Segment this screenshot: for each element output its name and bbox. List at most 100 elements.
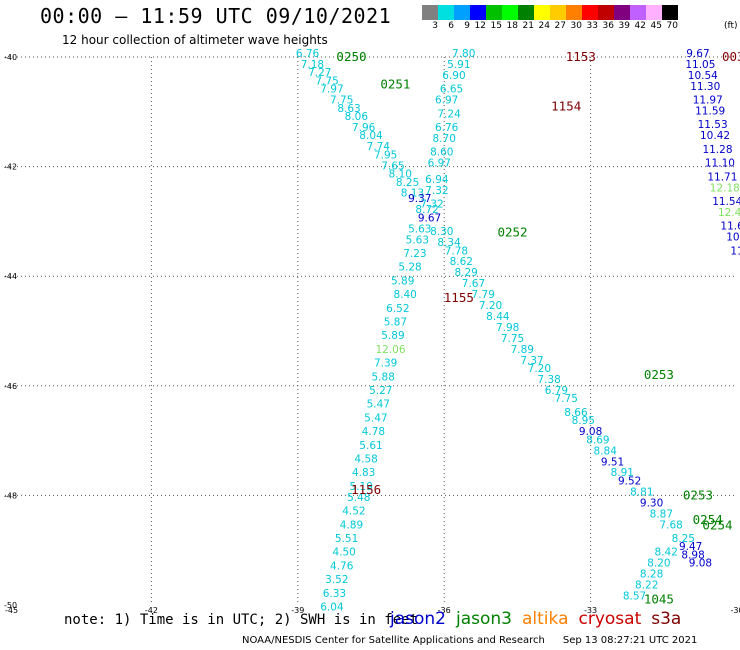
wave-height-value: 5.89 (381, 330, 404, 342)
time-label: 1154 (551, 98, 581, 113)
wave-height-value: 7.67 (462, 278, 485, 290)
wave-height-value: 5.89 (391, 275, 414, 287)
wave-height-value: 6.76 (296, 48, 320, 60)
satellite-name: altika (522, 609, 569, 629)
wave-height-value: 6.94 (425, 174, 449, 186)
wave-height-value: 7.75 (501, 333, 524, 345)
time-label: 1155 (444, 290, 474, 305)
legend-label: 45 (650, 21, 662, 31)
wave-height-value: 11.97 (693, 95, 723, 107)
legend-swatch (438, 5, 454, 20)
wave-height-value: 11.6 (720, 221, 740, 233)
wave-height-value: 5.63 (406, 234, 429, 246)
wave-height-value: 7.74 (367, 141, 391, 153)
footer-timestamp: Sep 13 08:27:21 UTC 2021 (562, 635, 698, 646)
wave-height-value: 7.89 (511, 344, 534, 356)
wave-height-value: 8.42 (655, 547, 678, 559)
legend-label: 21 (522, 21, 534, 31)
wave-height-value: 5.48 (347, 492, 370, 504)
wave-height-value: 6.97 (428, 158, 451, 170)
wave-height-value: 5.47 (364, 412, 387, 424)
wave-height-value: 9.52 (618, 475, 641, 487)
legend-label: 27 (554, 21, 566, 31)
wave-height-value: 10.54 (688, 70, 718, 82)
time-label: 0250 (336, 49, 366, 64)
wave-height-value: 7.32 (425, 185, 448, 197)
wave-height-value: 12.06 (375, 344, 405, 356)
time-label: 1156 (351, 482, 381, 497)
legend-label: 3 (432, 21, 438, 31)
x-tick-label: -39 (291, 606, 304, 615)
wave-height-value: 7.96 (352, 122, 376, 134)
wave-height-value: 11.30 (690, 81, 720, 93)
wave-height-value: 5.91 (447, 59, 470, 71)
legend-swatch (646, 5, 662, 20)
wave-height-value: 4.58 (354, 454, 377, 466)
wave-height-value: 9.08 (579, 426, 602, 438)
wave-height-value: 7.65 (381, 160, 404, 172)
wave-height-value: 8.25 (396, 177, 419, 189)
wave-height-value: 4.78 (362, 426, 385, 438)
wave-height-value: 4.52 (342, 506, 365, 518)
wave-height-value: 9.67 (418, 212, 441, 224)
wave-height-value: 9.30 (640, 497, 663, 509)
wave-height-value: 5.19 (350, 481, 373, 493)
legend-label: 24 (538, 21, 550, 31)
wave-height-value: 12.18 (710, 182, 740, 194)
wave-height-value: 10.42 (700, 130, 730, 142)
wave-height-value: 9.08 (689, 558, 712, 570)
wave-height-value: 7.20 (528, 363, 551, 375)
legend-swatch (534, 5, 550, 20)
y-tick-label: -42 (4, 163, 17, 172)
time-label: 1153 (566, 49, 596, 64)
wave-height-value: 7.20 (479, 300, 502, 312)
legend-swatch (630, 5, 646, 20)
legend-swatch (486, 5, 502, 20)
legend-label: 15 (490, 21, 502, 31)
wave-height-value: 9.47 (679, 541, 702, 553)
wave-height-value: 8.72 (415, 204, 438, 216)
y-tick-label: -50 (4, 601, 17, 610)
time-label: 0252 (497, 224, 527, 239)
time-label: 1045 (644, 592, 674, 607)
y-tick-label: -44 (4, 272, 17, 281)
x-tick-label: -42 (145, 606, 158, 615)
wave-height-value: 7.75 (555, 393, 578, 405)
wave-height-value: 8.06 (345, 111, 369, 123)
wave-height-value: 6.90 (442, 70, 465, 82)
legend-swatch (566, 5, 582, 20)
wave-height-value: 7.24 (437, 108, 461, 120)
legend-label: 9 (464, 21, 470, 31)
wave-height-value: 5.28 (398, 262, 421, 274)
satellite-name: jason3 (456, 609, 512, 629)
wave-height-value: 7.27 (308, 67, 331, 79)
wave-height-value: 7.80 (452, 48, 475, 60)
legend-swatch (598, 5, 614, 20)
time-label: 0254 (693, 512, 723, 527)
legend-swatch (454, 5, 470, 20)
satellite-name: jason2 (390, 609, 446, 629)
wave-height-value: 11.10 (705, 158, 735, 170)
wave-height-value: 8.40 (393, 289, 416, 301)
wave-height-value: 4.83 (352, 467, 375, 479)
legend-label: 33 (586, 21, 598, 31)
wave-height-value: 6.65 (440, 84, 463, 96)
wave-height-value: 8.28 (640, 569, 663, 581)
legend-swatch (614, 5, 630, 20)
wave-height-value: 8.20 (647, 558, 670, 570)
wave-height-value: 5.88 (372, 371, 395, 383)
axis-layer: -40 -42 -44 -46 -48 -50-45 -42 -39 -36 -33 -30 (4, 53, 740, 615)
wave-height-value: 8.69 (586, 434, 609, 446)
wave-height-value: 9.51 (601, 456, 624, 468)
wave-height-value: 4.89 (340, 519, 363, 531)
wave-height-value: 7.78 (445, 245, 468, 257)
points-layer: 6.767.187.277.757.977.758.638.067.968.04… (296, 48, 740, 613)
wave-height-value: 7.39 (374, 358, 397, 370)
wave-height-value: 11 (730, 245, 740, 257)
grid-layer (5, 56, 737, 605)
legend-swatch (550, 5, 566, 20)
footnote: note: 1) Time is in UTC; 2) SWH is in fe… (64, 612, 419, 628)
x-tick-label: -36 (438, 606, 451, 615)
wave-height-value: 11.53 (698, 119, 728, 131)
wave-height-value: 6.52 (386, 303, 409, 315)
